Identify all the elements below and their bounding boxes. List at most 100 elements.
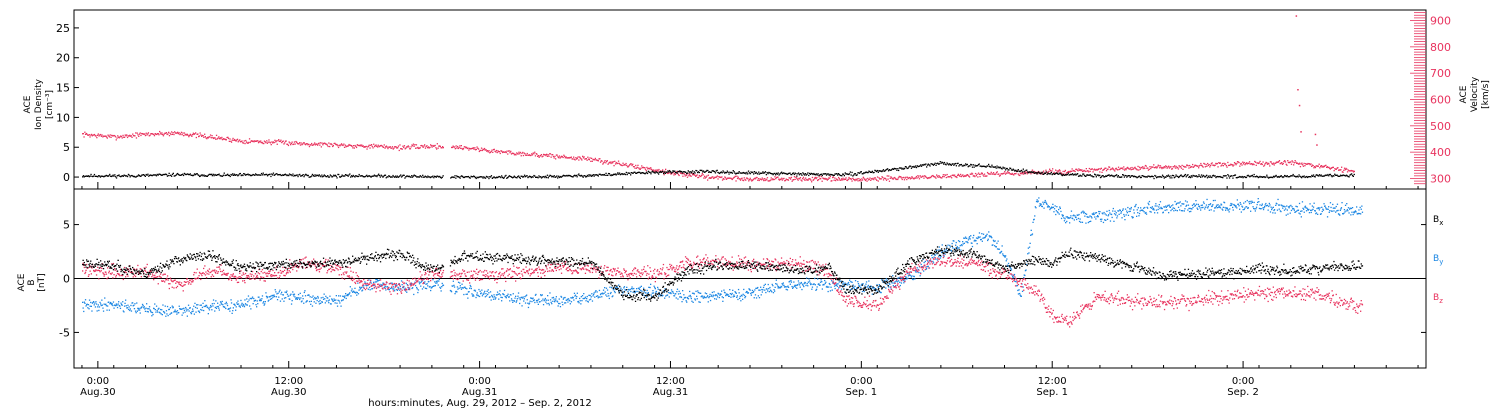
velocity-series-point [546,155,549,157]
density-series-point [258,174,260,176]
field-by-series-point [159,312,161,314]
field-by-series-point [871,288,873,290]
field-by-series-point [1013,273,1016,276]
velocity-series-point [1338,169,1340,171]
density-series-point [840,174,842,177]
field-by-series-point [967,242,969,244]
velocity-series-point [335,143,337,145]
velocity-series-point [1278,160,1281,162]
density-series-point [927,163,929,165]
velocity-series-point [350,145,352,147]
field-by-series-point [541,300,543,302]
velocity-series-point [394,146,397,148]
density-series-point [475,177,477,180]
velocity-series-point [1093,168,1096,170]
density-series-point [676,172,678,174]
field-by-series-point [515,295,517,297]
velocity-series-point [1062,170,1064,173]
field-by-series-point [685,300,687,302]
velocity-series-point [650,167,652,169]
density-series-point [292,173,294,175]
density-series-point [561,175,563,178]
field-by-series-point [746,291,748,293]
density-series-point [154,174,157,176]
velocity-series-point [1120,167,1122,169]
field-by-series-point [759,289,761,291]
density-series-point [1255,176,1257,178]
density-series-point [1278,175,1280,178]
density-series-point [1043,173,1045,175]
velocity-series-point [1302,165,1305,167]
density-series-point [288,174,290,177]
field-by-series-point [150,311,152,313]
field-by-series-point [567,301,569,303]
density-series-point [1150,176,1152,178]
density-series-point [380,174,382,176]
velocity-series-point [773,178,775,181]
velocity-series-point [1125,169,1127,171]
density-series-point [1333,175,1335,177]
field-by-series-point [313,298,315,300]
density-series-point [1321,175,1323,177]
field-by-series-point [799,286,801,288]
density-series-point [859,172,861,174]
velocity-series-point [555,154,558,156]
velocity-series-point [352,145,355,147]
density-series-point [1197,175,1199,178]
density-series-point [264,174,266,176]
velocity-series-point [672,172,674,174]
field-by-series-point [579,297,581,300]
density-series-point [1091,175,1093,177]
velocity-series-point [1274,162,1276,164]
density-series-point [1309,176,1311,178]
velocity-series-point [155,133,157,135]
velocity-series-point [1320,165,1322,167]
velocity-series-point [471,147,473,150]
field-by-series-point [197,304,199,306]
field-by-series-point [722,300,724,302]
density-series-point [771,173,773,175]
velocity-series [82,130,1355,183]
density-series-point [1117,175,1119,177]
field-by-series-point [494,298,496,300]
velocity-series-point [1053,171,1055,173]
field-by-series-point [121,304,123,306]
field-by-series-point [554,300,556,302]
velocity-series-point [1244,164,1246,166]
field-by-series-point [351,288,353,290]
velocity-series-point [1158,165,1160,167]
velocity-series-point [104,135,106,137]
density-series-point [1101,175,1103,177]
velocity-series-point [385,146,387,148]
velocity-series-point [364,146,367,148]
field-by-series-point [853,288,855,290]
density-series-point [257,174,259,176]
velocity-series-point [921,175,924,177]
density-series-point [1200,176,1202,178]
density-series-point [1346,175,1349,177]
density-series-point [438,176,440,178]
velocity-series-point [1196,165,1198,167]
velocity-series-point [779,178,781,180]
density-series-point [684,171,686,173]
density-series-point [507,176,510,178]
field-by-series-point [676,288,679,290]
velocity-series-point [858,178,860,180]
density-series-point [1320,174,1322,176]
field-by-series-point [295,298,297,300]
velocity-series-point [1221,162,1224,165]
velocity-series-point [1065,173,1067,175]
field-by-series-point [817,278,819,280]
velocity-series-point [414,144,416,146]
field-by-series-point [695,290,697,292]
density-series-point [944,163,946,165]
velocity-series-point [1235,164,1237,166]
field-by-series-point [1007,262,1010,265]
density-series-point [93,175,95,177]
velocity-series-point [234,139,236,141]
velocity-series-point [186,134,188,136]
velocity-series-point [308,143,310,145]
field-by-series-point [1026,263,1028,266]
density-series-point [262,172,264,174]
field-by-series-point [563,302,566,304]
